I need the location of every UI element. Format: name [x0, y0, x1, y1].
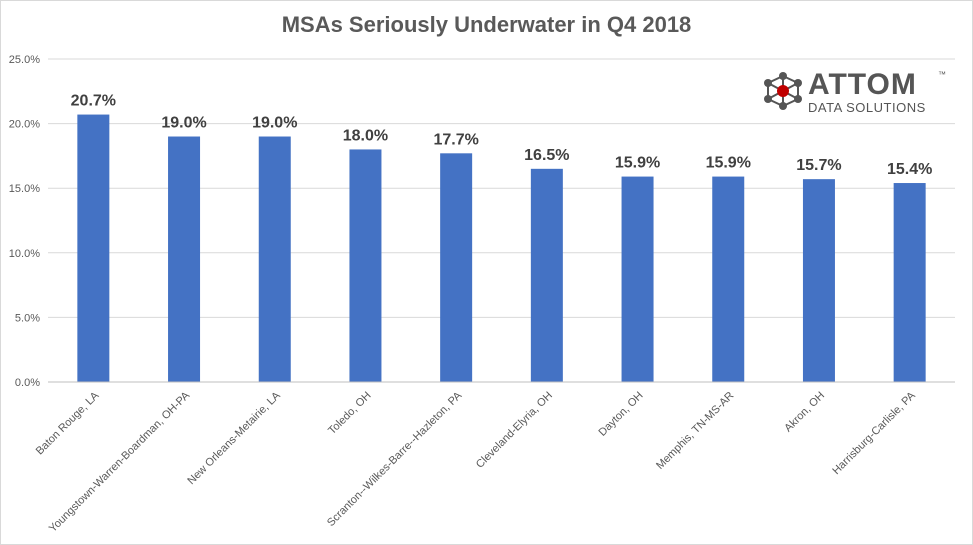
bar	[168, 136, 201, 382]
x-category-label: New Orleans-Metairie, LA	[185, 389, 283, 487]
logo-wordmark: ATTOM	[808, 68, 917, 102]
bar	[712, 176, 745, 382]
x-category-label: Akron, OH	[782, 390, 827, 435]
x-category-label: Harrisburg-Carlisle, PA	[830, 389, 918, 477]
logo-subtitle: DATA SOLUTIONS	[808, 100, 926, 115]
data-labels: 20.7% 19.0% 19.0% 18.0% 17.7% 16.5% 15.9% 15.9%…	[71, 93, 933, 178]
x-category-label: Dayton, OH	[597, 390, 646, 439]
data-label: 17.7%	[433, 131, 478, 148]
y-tick-label: 20.0%	[9, 119, 40, 131]
bar	[440, 153, 473, 382]
data-label: 15.4%	[887, 161, 932, 178]
chart-title: MSAs Seriously Underwater in Q4 2018	[281, 12, 692, 37]
molecule-icon	[764, 72, 802, 110]
x-category-label: Baton Rouge, LA	[34, 389, 102, 457]
logo-trademark: ™	[938, 70, 946, 79]
logo-word: ATTOM	[808, 68, 917, 101]
bar	[893, 183, 926, 382]
y-tick-label: 10.0%	[9, 248, 40, 260]
data-label: 16.5%	[524, 147, 569, 164]
bar	[77, 114, 110, 382]
x-category-label: Youngstown-Warren-Boardman, OH-PA	[47, 389, 193, 535]
y-tick-label: 5.0%	[15, 312, 40, 324]
y-tick-label: 15.0%	[9, 183, 40, 195]
y-tick-label: 25.0%	[9, 54, 40, 66]
bar	[258, 136, 291, 382]
data-label: 20.7%	[71, 93, 116, 110]
data-label: 18.0%	[343, 127, 388, 144]
bar	[802, 179, 835, 382]
y-axis-ticks: 0.0% 5.0% 10.0% 15.0% 20.0% 25.0%	[9, 54, 40, 389]
y-tick-label: 0.0%	[15, 377, 40, 389]
data-label: 19.0%	[161, 115, 206, 132]
x-category-label: Memphis, TN-MS-AR	[654, 390, 736, 472]
data-label: 15.7%	[796, 157, 841, 174]
x-category-label: Toledo, OH	[326, 390, 373, 437]
attom-logo: ATTOM ™ DATA SOLUTIONS	[760, 68, 946, 118]
data-label: 15.9%	[706, 155, 751, 172]
data-label: 15.9%	[615, 155, 660, 172]
x-category-label: Cleveland-Elyria, OH	[474, 390, 555, 471]
bar	[349, 149, 382, 382]
bar	[530, 168, 563, 382]
x-axis-labels: Baton Rouge, LAYoungstown-Warren-Boardma…	[34, 389, 919, 535]
bar	[621, 176, 654, 382]
data-label: 19.0%	[252, 115, 297, 132]
bars	[77, 114, 926, 382]
